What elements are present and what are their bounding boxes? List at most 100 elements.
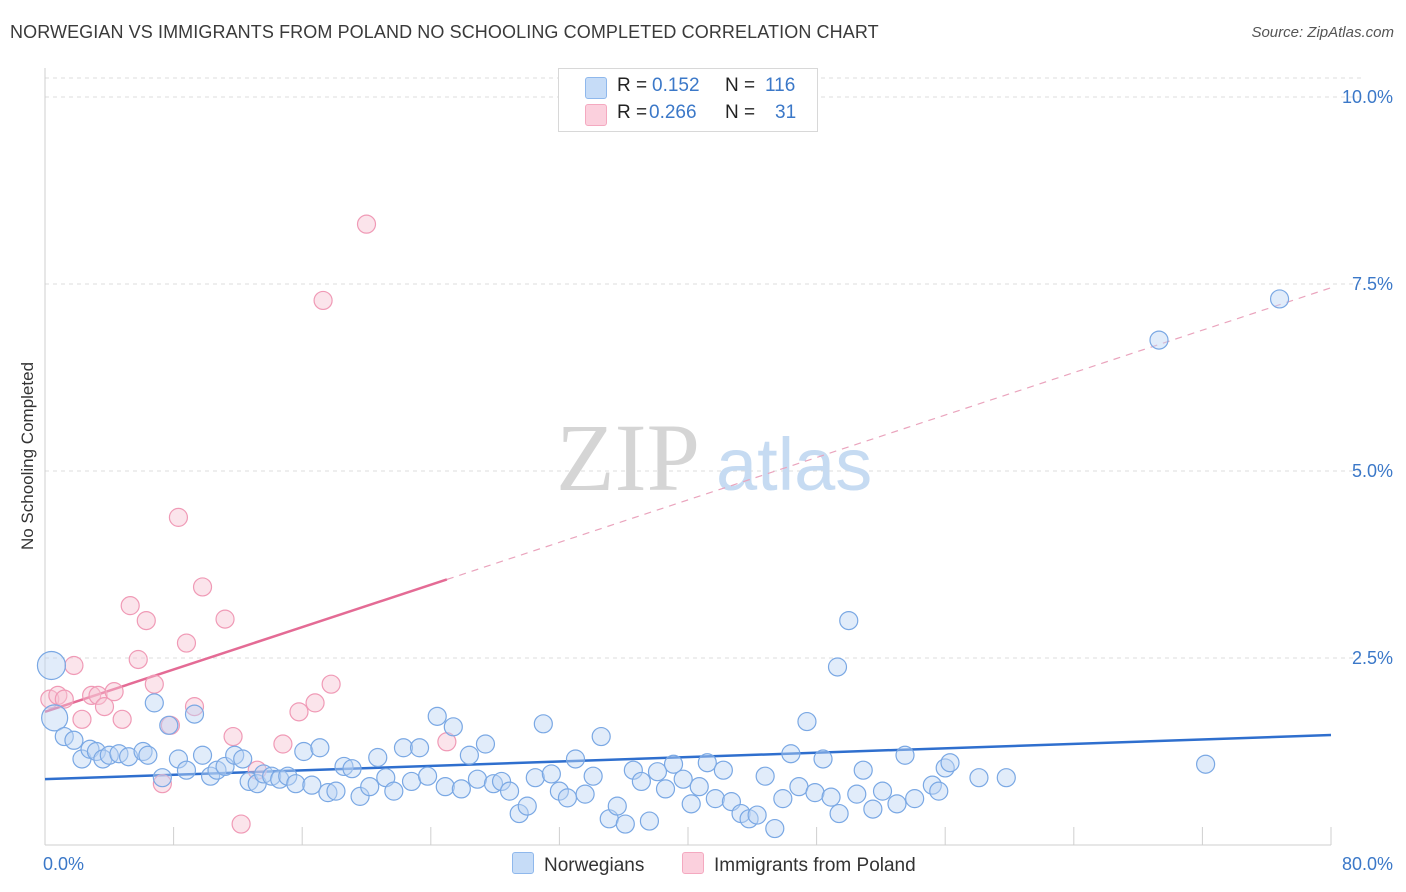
point-norwegian — [615, 814, 635, 834]
point-norwegian — [681, 794, 701, 814]
point-poland — [289, 702, 309, 722]
point-norwegian — [64, 730, 84, 750]
point-norwegian — [805, 783, 825, 803]
point-norwegian — [384, 781, 404, 801]
point-norwegian — [350, 786, 370, 806]
axes — [44, 68, 1332, 846]
point-norwegian — [118, 747, 139, 767]
point-poland — [176, 633, 197, 653]
point-norwegian — [781, 744, 801, 764]
point-norwegian — [138, 745, 158, 765]
point-poland — [192, 577, 213, 597]
point-poland — [136, 610, 156, 631]
point-poland — [356, 214, 377, 234]
point-norwegian — [541, 764, 561, 784]
point-norwegian — [192, 745, 213, 765]
point-norwegian — [895, 745, 915, 765]
chart-title: NORWEGIAN VS IMMIGRANTS FROM POLAND NO S… — [10, 22, 879, 42]
point-norwegian — [393, 738, 414, 758]
point-norwegian — [827, 657, 848, 677]
gridlines — [45, 77, 1361, 659]
point-norwegian — [41, 704, 69, 732]
legend-r-label: R = — [617, 75, 648, 96]
point-poland — [215, 609, 235, 629]
point-norwegian — [491, 771, 512, 792]
x-tick-label: 80.0% — [1342, 854, 1393, 874]
point-norwegian — [847, 784, 867, 804]
point-norwegian — [639, 811, 660, 831]
legend-n-value: 116 — [765, 75, 796, 96]
point-norwegian — [765, 818, 785, 839]
point-poland — [82, 685, 102, 706]
point-poland — [152, 774, 172, 794]
point-poland — [321, 674, 341, 694]
point-norwegian — [1196, 754, 1216, 774]
legend-r-value: 0.152 — [652, 75, 700, 96]
point-norwegian — [887, 794, 907, 814]
point-norwegian — [697, 753, 717, 773]
point-norwegian — [54, 726, 74, 747]
point-norwegian — [773, 789, 793, 809]
point-norwegian — [813, 749, 833, 769]
trend-lines — [44, 287, 1332, 781]
point-norwegian — [525, 768, 545, 788]
point-norwegian — [144, 693, 164, 713]
watermark: ZIP atlas — [556, 404, 872, 511]
point-poland — [88, 685, 108, 706]
point-norwegian — [853, 760, 873, 780]
point-norwegian — [863, 799, 883, 819]
point-poland — [305, 693, 325, 713]
point-norwegian — [86, 741, 107, 762]
y-tick-label: 7.5% — [1352, 274, 1393, 294]
point-poland — [112, 709, 132, 729]
point-norwegian — [417, 766, 438, 786]
point-norwegian — [294, 741, 314, 762]
point-poland — [168, 507, 189, 527]
bottom-legend-label-poland: Immigrants from Poland — [714, 855, 916, 876]
point-norwegian — [549, 781, 570, 801]
point-norwegian — [467, 769, 488, 789]
point-norwegian — [747, 805, 767, 825]
point-norwegian — [443, 717, 463, 737]
point-norwegian — [152, 768, 172, 788]
point-poland — [273, 734, 293, 754]
point-norwegian — [591, 726, 611, 747]
point-poland — [54, 689, 74, 709]
y-tick-label: 10.0% — [1342, 87, 1393, 107]
point-norwegian — [557, 788, 578, 808]
point-norwegian — [401, 771, 422, 792]
point-norwegian — [655, 779, 676, 799]
y-tick-label: 2.5% — [1352, 648, 1393, 668]
point-norwegian — [583, 766, 603, 786]
point-norwegian — [533, 714, 553, 734]
point-norwegian — [342, 759, 362, 779]
point-norwegian — [435, 777, 455, 797]
point-norwegian — [360, 777, 380, 797]
point-poland — [64, 655, 84, 676]
point-norwegian — [517, 796, 537, 816]
point-norwegian — [475, 734, 496, 754]
bottom-legend-poland: Immigrants from Poland — [682, 852, 916, 877]
point-norwegian — [705, 789, 725, 809]
point-norwegian — [631, 771, 651, 792]
point-poland — [184, 697, 205, 717]
point-norwegian — [233, 749, 253, 769]
point-norwegian — [623, 760, 643, 780]
point-norwegian — [409, 738, 430, 758]
trend-line-norwegians — [44, 733, 1332, 781]
point-poland — [144, 674, 164, 694]
point-norwegian — [647, 762, 668, 782]
point-norwegian — [99, 745, 119, 765]
correlation-legend: R = 0.152 N = 116 R = 0.266 N = 31 — [558, 68, 818, 132]
point-norwegian — [755, 766, 775, 786]
point-poland — [72, 709, 92, 729]
point-norwegian — [996, 768, 1016, 788]
legend-n-label: N = — [725, 75, 756, 96]
point-norwegian — [673, 769, 693, 789]
point-norwegian — [940, 753, 960, 773]
point-norwegian — [575, 784, 595, 804]
bottom-legend-label-norwegians: Norwegians — [544, 855, 645, 876]
y-tick-label: 5.0% — [1352, 461, 1393, 481]
point-norwegian — [839, 610, 859, 631]
legend-r-value: 0.266 — [649, 102, 697, 123]
